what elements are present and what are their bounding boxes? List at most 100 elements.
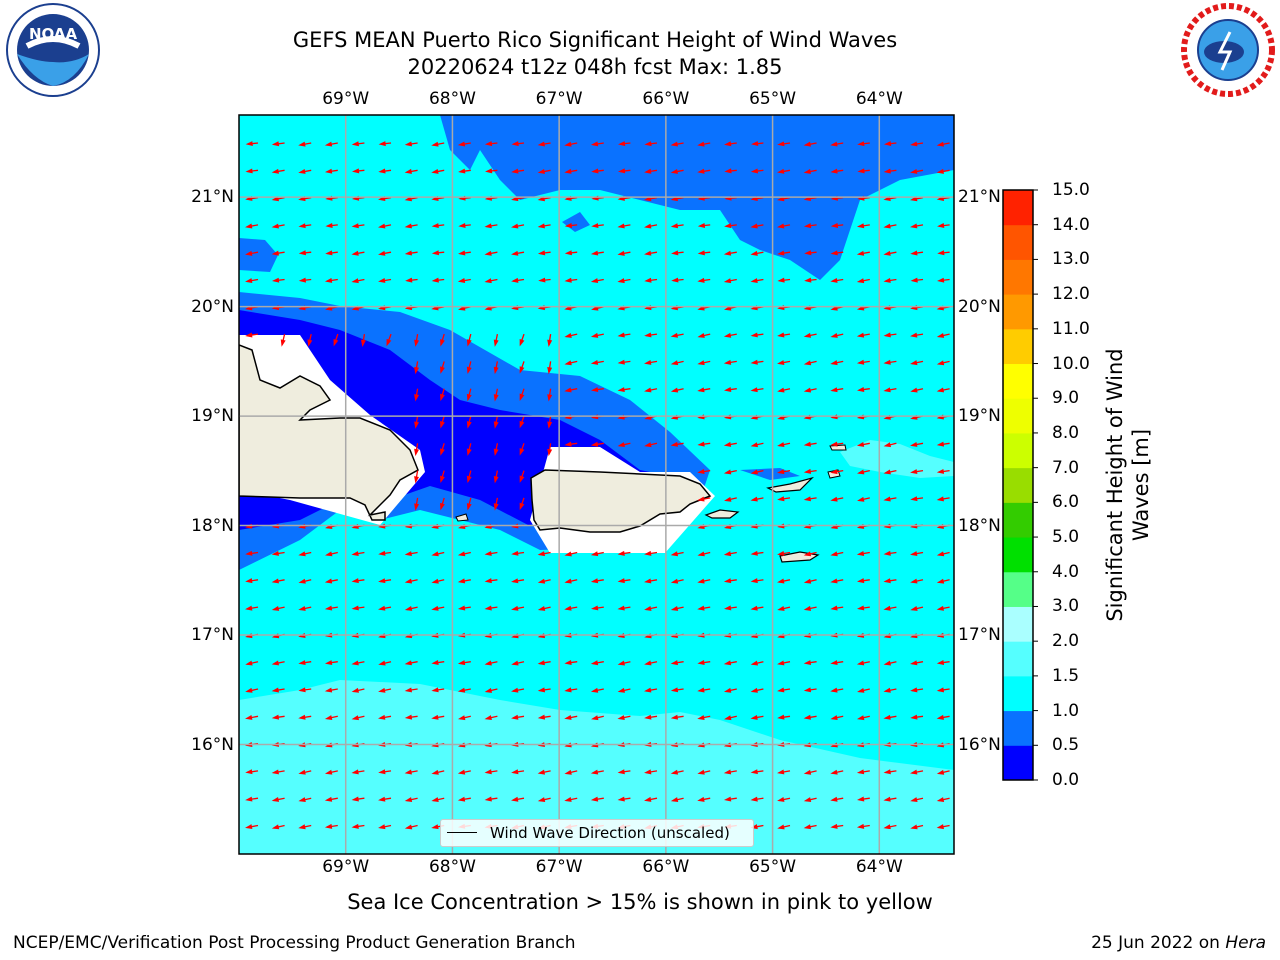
- wind-wave-arrowhead: [440, 393, 445, 402]
- wind-wave-arrowhead: [511, 168, 519, 174]
- wind-wave-arrowhead: [697, 578, 705, 584]
- wind-wave-arrowhead: [493, 339, 499, 347]
- wind-wave-arrowhead: [271, 824, 280, 830]
- wind-wave-arrowhead: [386, 338, 392, 347]
- wind-wave-arrowhead: [440, 475, 445, 484]
- wind-wave-arrowhead: [414, 503, 420, 511]
- wind-wave-arrowhead: [803, 468, 812, 474]
- wind-wave-arrowhead: [537, 578, 546, 584]
- wind-wave-arrowhead: [511, 660, 519, 666]
- wind-wave-arrowhead: [670, 660, 678, 666]
- colorbar-tick-label: 15.0: [1052, 180, 1090, 200]
- wind-wave-arrowhead: [547, 339, 553, 347]
- wind-wave-arrowhead: [750, 550, 758, 556]
- wind-wave-arrowhead: [378, 824, 386, 830]
- wind-wave-arrowhead: [405, 277, 413, 283]
- wind-wave-arrowhead: [590, 441, 599, 447]
- legend-line-symbol: [447, 832, 477, 833]
- wind-wave-arrowhead: [404, 660, 412, 666]
- wind-wave-arrowhead: [883, 141, 892, 147]
- wind-wave-arrowhead: [457, 796, 466, 802]
- wind-wave-arrowhead: [271, 578, 279, 584]
- wind-wave-arrowhead: [404, 714, 413, 720]
- wind-wave-arrowhead: [883, 277, 891, 283]
- wind-wave-arrowhead: [511, 250, 519, 256]
- wind-wave-arrowhead: [856, 769, 865, 775]
- wind-wave-arrowhead: [910, 442, 918, 447]
- wind-wave-arrowhead: [537, 769, 546, 775]
- wind-wave-arrowhead: [670, 223, 679, 229]
- wind-wave-arrowhead: [803, 332, 812, 338]
- wind-wave-arrowhead: [245, 605, 253, 611]
- wind-wave-arrowhead: [803, 551, 812, 557]
- wind-wave-arrowhead: [936, 551, 945, 557]
- wind-wave-arrowhead: [856, 660, 865, 666]
- colorbar-tick-label: 0.0: [1052, 770, 1080, 790]
- colorbar-tick-label: 10.0: [1052, 353, 1090, 374]
- wind-wave-arrowhead: [856, 332, 865, 338]
- wind-wave-arrowhead: [351, 551, 359, 557]
- longitude-label-bottom: 66°W: [642, 857, 690, 877]
- wind-wave-arrowhead: [404, 797, 413, 802]
- wind-wave-arrowhead: [484, 278, 492, 284]
- wind-wave-arrowhead: [466, 393, 472, 402]
- wind-wave-arrowhead: [431, 660, 439, 665]
- wind-wave-arrowhead: [590, 141, 599, 147]
- wind-wave-arrowhead: [298, 714, 306, 720]
- wind-wave-arrowhead: [936, 824, 944, 830]
- wind-wave-arrowhead: [883, 550, 891, 556]
- wind-wave-arrowhead: [414, 394, 420, 402]
- wind-wave-arrowhead: [777, 578, 785, 584]
- wind-wave-arrowhead: [936, 387, 945, 393]
- wind-wave-arrowhead: [351, 660, 359, 666]
- wind-wave-arrowhead: [271, 714, 280, 720]
- wind-wave-arrowhead: [671, 250, 679, 256]
- colorbar-segment: [1003, 432, 1033, 469]
- wind-wave-arrowhead: [564, 551, 572, 557]
- wind-wave-arrowhead: [723, 278, 732, 284]
- wind-wave-arrowhead: [856, 823, 865, 829]
- longitude-label-top: 67°W: [535, 89, 583, 109]
- wind-wave-arrowhead: [378, 660, 386, 666]
- wind-wave-arrowhead: [697, 796, 705, 802]
- wind-wave-arrowhead: [697, 769, 705, 775]
- footer-date: 25 Jun 2022 on Hera: [1091, 933, 1266, 953]
- wind-wave-arrowhead: [777, 442, 785, 448]
- wind-wave-arrowhead: [617, 359, 625, 365]
- wind-wave-arrowhead: [936, 660, 945, 665]
- wind-wave-arrowhead: [547, 448, 553, 457]
- wind-wave-arrowhead: [493, 366, 499, 375]
- wind-wave-arrowhead: [803, 496, 812, 502]
- wind-wave-arrowhead: [378, 605, 386, 611]
- wind-wave-arrowhead: [697, 387, 705, 393]
- wind-wave-arrowhead: [856, 605, 865, 611]
- wind-wave-arrowhead: [351, 796, 359, 802]
- wind-wave-arrowhead: [750, 250, 758, 256]
- wind-wave-arrowhead: [777, 496, 785, 502]
- wind-wave-arrowhead: [511, 277, 519, 283]
- wind-wave-arrowhead: [936, 687, 945, 693]
- wind-wave-arrowhead: [883, 714, 891, 720]
- wind-wave-arrowhead: [856, 442, 865, 447]
- wind-wave-arrowhead: [511, 605, 519, 611]
- wind-wave-arrowhead: [537, 168, 545, 174]
- longitude-label-bottom: 64°W: [855, 857, 903, 877]
- wind-wave-arrowhead: [537, 687, 546, 693]
- colorbar-segment: [1003, 363, 1033, 399]
- wind-wave-arrowhead: [697, 277, 705, 283]
- wind-wave-arrowhead: [440, 502, 445, 511]
- wind-wave-arrowhead: [440, 339, 445, 347]
- wind-wave-arrowhead: [245, 550, 253, 556]
- wind-wave-arrowhead: [590, 278, 599, 284]
- colorbar-segment: [1003, 224, 1033, 260]
- wind-wave-arrowhead: [644, 442, 652, 448]
- wind-wave-arrowhead: [564, 797, 572, 802]
- wind-wave-arrowhead: [298, 551, 306, 557]
- wind-wave-arrowhead: [830, 823, 838, 829]
- wind-wave-arrowhead: [564, 250, 573, 256]
- wind-wave-arrowhead: [519, 366, 525, 374]
- wind-wave-arrowhead: [937, 250, 945, 256]
- colorbar-label: Significant Height of Wind Waves [m]: [1102, 320, 1154, 650]
- wind-wave-arrowhead: [298, 797, 306, 803]
